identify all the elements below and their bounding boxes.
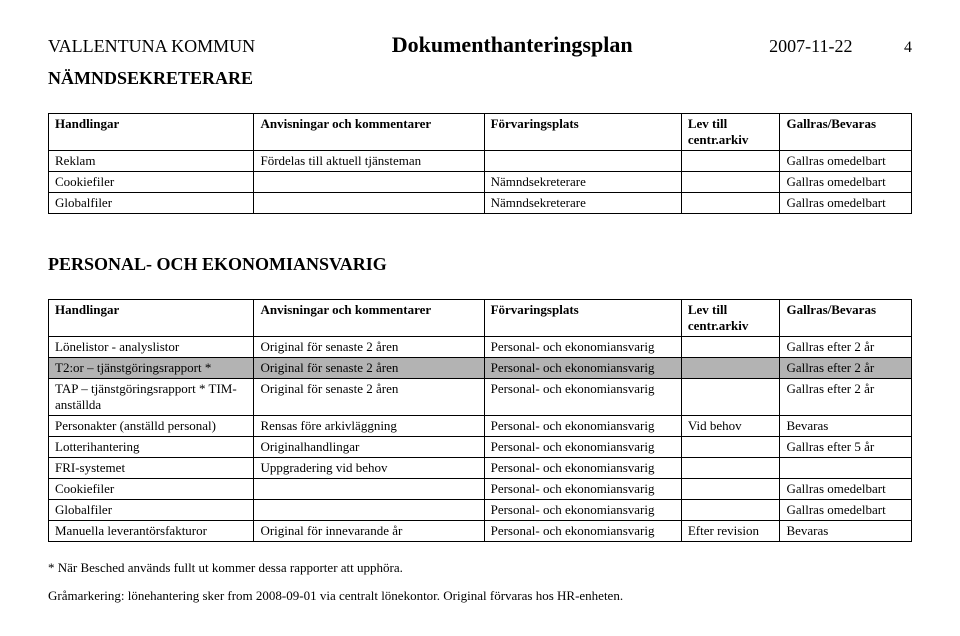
col-forvaringsplats: Förvaringsplats bbox=[484, 114, 681, 151]
cell: Fördelas till aktuell tjänsteman bbox=[254, 151, 484, 172]
table-row: Lönelistor - analyslistor Original för s… bbox=[49, 337, 912, 358]
cell bbox=[681, 437, 780, 458]
cell: Gallras efter 2 år bbox=[780, 358, 912, 379]
cell bbox=[681, 458, 780, 479]
org-name: VALLENTUNA KOMMUN bbox=[48, 36, 255, 57]
table-row: FRI-systemet Uppgradering vid behov Pers… bbox=[49, 458, 912, 479]
cell: Personal- och ekonomiansvarig bbox=[484, 458, 681, 479]
table-personal-ekonomi: Handlingar Anvisningar och kommentarer F… bbox=[48, 299, 912, 542]
cell bbox=[254, 479, 484, 500]
col-anvisningar: Anvisningar och kommentarer bbox=[254, 300, 484, 337]
table-row: Manuella leverantörsfakturor Original fö… bbox=[49, 521, 912, 542]
table-row: Personakter (anställd personal) Rensas f… bbox=[49, 416, 912, 437]
footnote-asterisk: * När Besched används fullt ut kommer de… bbox=[48, 560, 912, 576]
col-gallras: Gallras/Bevaras bbox=[780, 300, 912, 337]
table-row: Lotterihantering Originalhandlingar Pers… bbox=[49, 437, 912, 458]
table-row: Reklam Fördelas till aktuell tjänsteman … bbox=[49, 151, 912, 172]
col-anvisningar: Anvisningar och kommentarer bbox=[254, 114, 484, 151]
cell: Original för senaste 2 åren bbox=[254, 337, 484, 358]
table-row: Globalfiler Nämndsekreterare Gallras ome… bbox=[49, 193, 912, 214]
col-handlingar: Handlingar bbox=[49, 300, 254, 337]
cell: Globalfiler bbox=[49, 500, 254, 521]
cell bbox=[681, 172, 780, 193]
cell: Personal- och ekonomiansvarig bbox=[484, 416, 681, 437]
cell: Cookiefiler bbox=[49, 172, 254, 193]
cell: Personal- och ekonomiansvarig bbox=[484, 500, 681, 521]
cell bbox=[681, 337, 780, 358]
cell: Gallras efter 2 år bbox=[780, 379, 912, 416]
col-gallras: Gallras/Bevaras bbox=[780, 114, 912, 151]
cell: Vid behov bbox=[681, 416, 780, 437]
cell: Gallras omedelbart bbox=[780, 500, 912, 521]
col-forvaringsplats: Förvaringsplats bbox=[484, 300, 681, 337]
table-row: Globalfiler Personal- och ekonomiansvari… bbox=[49, 500, 912, 521]
cell: Personal- och ekonomiansvarig bbox=[484, 358, 681, 379]
cell: Personal- och ekonomiansvarig bbox=[484, 479, 681, 500]
table-namndsekreterare: Handlingar Anvisningar och kommentarer F… bbox=[48, 113, 912, 214]
cell: Gallras omedelbart bbox=[780, 151, 912, 172]
cell: Personal- och ekonomiansvarig bbox=[484, 521, 681, 542]
cell: Original för senaste 2 åren bbox=[254, 379, 484, 416]
cell bbox=[254, 500, 484, 521]
cell: Lotterihantering bbox=[49, 437, 254, 458]
cell: Gallras efter 2 år bbox=[780, 337, 912, 358]
cell: Personakter (anställd personal) bbox=[49, 416, 254, 437]
cell bbox=[681, 500, 780, 521]
cell: FRI-systemet bbox=[49, 458, 254, 479]
cell: Uppgradering vid behov bbox=[254, 458, 484, 479]
cell: Gallras efter 5 år bbox=[780, 437, 912, 458]
section-subhead: NÄMNDSEKRETERARE bbox=[48, 68, 912, 89]
cell: TAP – tjänstgöringsrapport * TIM-anställ… bbox=[49, 379, 254, 416]
doc-date: 2007-11-22 bbox=[769, 36, 852, 56]
table-header-row: Handlingar Anvisningar och kommentarer F… bbox=[49, 114, 912, 151]
cell: Personal- och ekonomiansvarig bbox=[484, 337, 681, 358]
cell: Bevaras bbox=[780, 521, 912, 542]
cell: Original för senaste 2 åren bbox=[254, 358, 484, 379]
doc-title: Dokumenthanteringsplan bbox=[392, 32, 633, 58]
footnote-gray: Gråmarkering: lönehantering sker from 20… bbox=[48, 588, 912, 604]
section-personal-ekonomi: PERSONAL- OCH EKONOMIANSVARIG bbox=[48, 254, 912, 275]
table-row: Cookiefiler Nämndsekreterare Gallras ome… bbox=[49, 172, 912, 193]
cell: Bevaras bbox=[780, 416, 912, 437]
page-header: VALLENTUNA KOMMUN Dokumenthanteringsplan… bbox=[48, 32, 912, 58]
cell: Rensas före arkivläggning bbox=[254, 416, 484, 437]
cell: Manuella leverantörsfakturor bbox=[49, 521, 254, 542]
cell: Lönelistor - analyslistor bbox=[49, 337, 254, 358]
cell: Original för innevarande år bbox=[254, 521, 484, 542]
cell: Nämndsekreterare bbox=[484, 172, 681, 193]
cell: Personal- och ekonomiansvarig bbox=[484, 379, 681, 416]
col-handlingar: Handlingar bbox=[49, 114, 254, 151]
cell bbox=[780, 458, 912, 479]
col-lev: Lev till centr.arkiv bbox=[681, 300, 780, 337]
cell: Globalfiler bbox=[49, 193, 254, 214]
cell: T2:or – tjänstgöringsrapport * bbox=[49, 358, 254, 379]
table-row: Cookiefiler Personal- och ekonomiansvari… bbox=[49, 479, 912, 500]
col-lev: Lev till centr.arkiv bbox=[681, 114, 780, 151]
cell: Originalhandlingar bbox=[254, 437, 484, 458]
cell bbox=[254, 193, 484, 214]
cell bbox=[484, 151, 681, 172]
cell: Gallras omedelbart bbox=[780, 172, 912, 193]
cell bbox=[681, 151, 780, 172]
cell: Cookiefiler bbox=[49, 479, 254, 500]
table-header-row: Handlingar Anvisningar och kommentarer F… bbox=[49, 300, 912, 337]
cell bbox=[254, 172, 484, 193]
cell bbox=[681, 193, 780, 214]
cell: Gallras omedelbart bbox=[780, 479, 912, 500]
cell bbox=[681, 358, 780, 379]
cell bbox=[681, 479, 780, 500]
cell: Reklam bbox=[49, 151, 254, 172]
cell: Efter revision bbox=[681, 521, 780, 542]
page-number: 4 bbox=[904, 39, 912, 56]
table-row-shaded: T2:or – tjänstgöringsrapport * Original … bbox=[49, 358, 912, 379]
cell bbox=[681, 379, 780, 416]
cell: Nämndsekreterare bbox=[484, 193, 681, 214]
cell: Personal- och ekonomiansvarig bbox=[484, 437, 681, 458]
table-row: TAP – tjänstgöringsrapport * TIM-anställ… bbox=[49, 379, 912, 416]
cell: Gallras omedelbart bbox=[780, 193, 912, 214]
